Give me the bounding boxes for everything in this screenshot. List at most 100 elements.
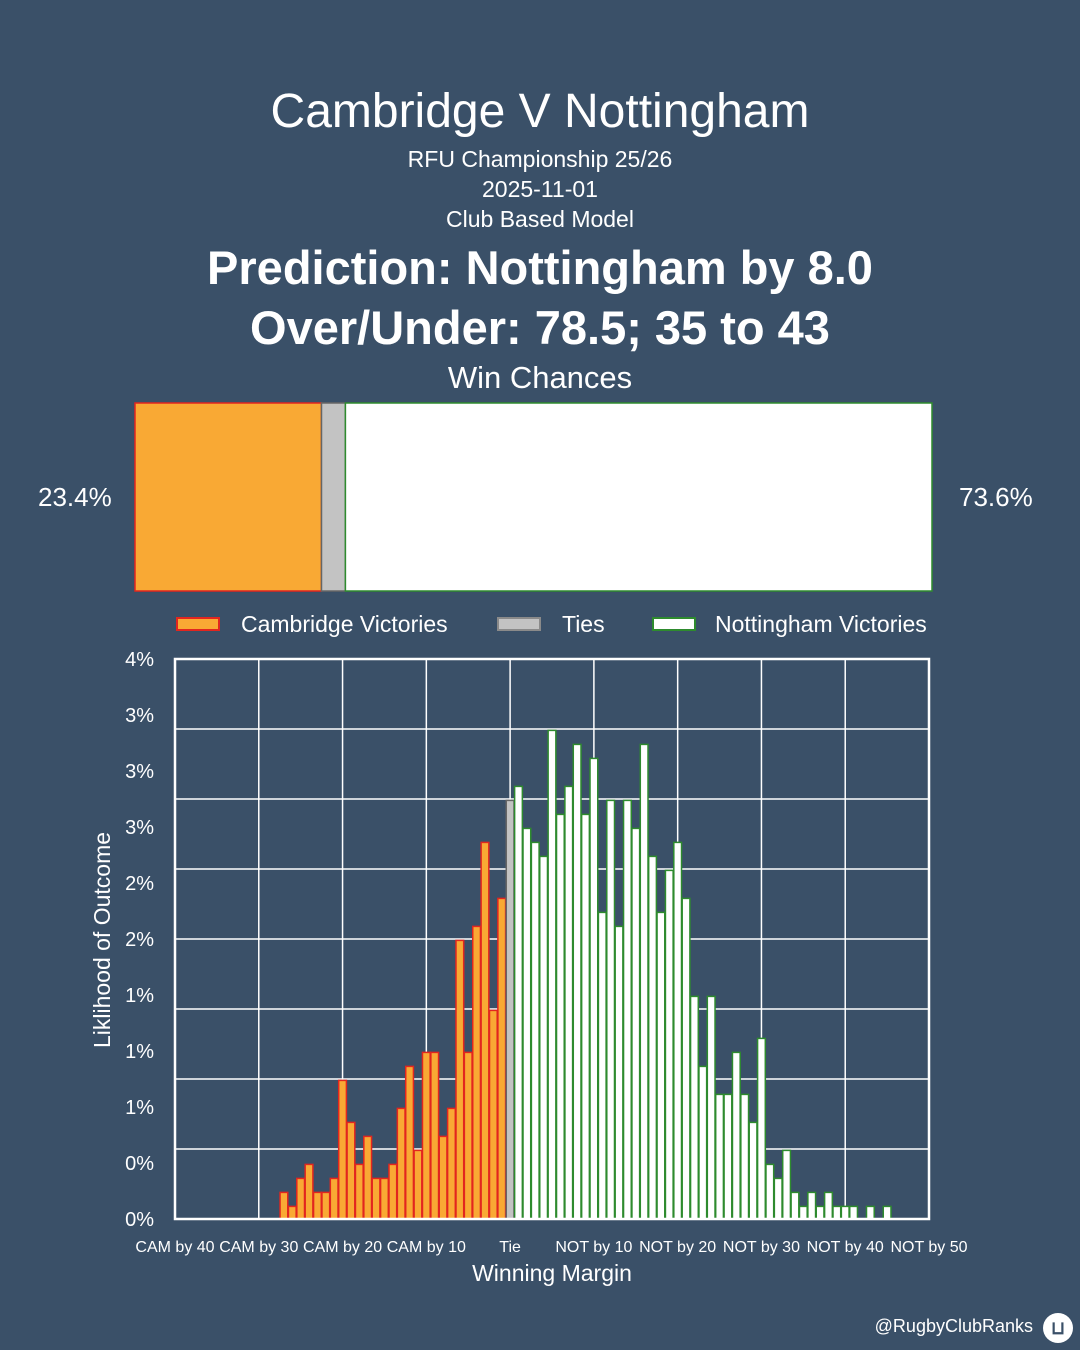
y-tick-label: 1% — [125, 1097, 154, 1119]
x-tick-label: NOT by 40 — [807, 1239, 884, 1256]
histogram-bar — [664, 869, 674, 1220]
histogram-plot-area: 0% 0% 1% 1% 1% 2% 2% 3% 3% 3% 4% CAM by 40 CAM by 3… — [125, 649, 968, 1256]
y-tick-label: 3% — [125, 705, 154, 727]
away-win-percentage: 73.6% — [959, 482, 1033, 512]
histogram-bar — [312, 1191, 323, 1220]
y-axis-ticks: 0% 0% 1% 1% 1% 2% 2% 3% 3% 3% 4% — [125, 649, 154, 1231]
histogram-bar — [404, 1065, 415, 1220]
histogram-bar — [304, 1163, 314, 1220]
brand-logo-icon: ⊔ — [1043, 1313, 1073, 1343]
histogram-bar — [681, 897, 691, 1220]
histogram-bar — [430, 1051, 440, 1220]
histogram-bar — [287, 1205, 297, 1220]
histogram-bar — [488, 1009, 498, 1220]
y-tick-label: 1% — [125, 985, 154, 1007]
match-date: 2025-11-01 — [482, 176, 598, 202]
x-axis-label: Winning Margin — [472, 1260, 632, 1286]
histogram-bar — [832, 1205, 842, 1220]
footer-handle: @RugbyClubRanks — [874, 1316, 1033, 1336]
legend-label-away: Nottingham Victories — [715, 611, 927, 637]
over-under-heading: Over/Under: 78.5; 35 to 43 — [250, 301, 830, 354]
legend-swatch-tie — [497, 617, 541, 631]
histogram-bar — [354, 1163, 364, 1220]
x-tick-label: NOT by 30 — [723, 1239, 800, 1256]
histogram-bar — [455, 939, 465, 1220]
histogram-bar — [480, 841, 490, 1220]
histogram-bar — [438, 1135, 448, 1220]
histogram-bar — [413, 1149, 423, 1220]
histogram-bar — [463, 1051, 473, 1220]
histogram-bar — [363, 1135, 373, 1220]
x-tick-label: NOT by 50 — [890, 1239, 967, 1256]
histogram-bar — [606, 799, 616, 1220]
x-tick-label: Tie — [499, 1239, 521, 1256]
histogram-bar — [446, 1107, 457, 1220]
histogram-bar — [781, 1149, 792, 1220]
y-tick-label: 1% — [125, 1041, 154, 1063]
histogram-bar — [798, 1205, 808, 1220]
histogram-bar — [379, 1177, 390, 1220]
histogram-bar — [840, 1205, 850, 1220]
histogram-bar — [714, 1093, 725, 1220]
histogram-bar — [631, 827, 641, 1220]
competition-label: RFU Championship 25/26 — [407, 146, 673, 172]
histogram-bar — [823, 1191, 834, 1220]
win-bar-home-segment — [134, 402, 323, 592]
legend-label-home: Cambridge Victories — [241, 611, 448, 637]
histogram-bar — [396, 1107, 406, 1220]
y-tick-label: 2% — [125, 873, 154, 895]
histogram-bar — [673, 841, 683, 1220]
histogram-bar — [706, 995, 716, 1220]
histogram-bar — [530, 841, 540, 1220]
histogram-bar — [589, 757, 599, 1220]
histogram-bar — [497, 897, 507, 1220]
histogram-bar — [513, 785, 524, 1220]
histogram-bar — [647, 855, 658, 1220]
model-label: Club Based Model — [446, 206, 634, 232]
x-tick-label: CAM by 30 — [219, 1239, 298, 1256]
histogram-bar — [748, 1121, 758, 1220]
x-axis-ticks: CAM by 40 CAM by 30 CAM by 20 CAM by 10 Tie N… — [135, 1239, 967, 1256]
histogram-bar — [865, 1205, 875, 1220]
x-tick-label: CAM by 10 — [387, 1239, 466, 1256]
x-tick-label: NOT by 20 — [639, 1239, 716, 1256]
win-chances-title: Win Chances — [447, 360, 633, 395]
histogram-bar — [731, 1051, 741, 1220]
y-tick-label: 2% — [125, 929, 154, 951]
histogram-bar — [723, 1093, 733, 1220]
legend-label-tie: Ties — [562, 611, 605, 637]
histogram-bar — [773, 1177, 783, 1220]
histogram-bar — [564, 785, 574, 1220]
win-bar-tie-segment — [320, 402, 347, 592]
histogram-bar — [505, 799, 515, 1220]
histogram-bar — [522, 827, 532, 1220]
y-tick-label: 4% — [125, 649, 154, 671]
y-tick-label: 0% — [125, 1153, 154, 1175]
histogram-bar — [698, 1065, 708, 1220]
legend-swatch-away — [652, 617, 696, 631]
histogram-bar — [622, 799, 633, 1220]
chart-title: Cambridge V Nottingham — [270, 85, 810, 138]
histogram-bar — [539, 855, 549, 1220]
legend-swatch-home — [176, 617, 220, 631]
histogram-bar — [765, 1163, 775, 1220]
histogram-bars — [279, 729, 892, 1220]
plot-frame — [173, 657, 931, 1221]
histogram-bar — [756, 1037, 767, 1220]
x-tick-label: CAM by 40 — [135, 1239, 214, 1256]
histogram-bar — [790, 1191, 800, 1220]
win-bar-away-segment — [344, 402, 933, 592]
histogram-bar — [329, 1177, 339, 1220]
histogram-bar — [614, 925, 624, 1220]
histogram-bar — [321, 1191, 331, 1220]
histogram-bar — [346, 1121, 356, 1220]
x-tick-label: NOT by 10 — [555, 1239, 632, 1256]
histogram-bar — [848, 1205, 859, 1220]
histogram-bar — [421, 1051, 431, 1220]
histogram-bar — [656, 911, 666, 1220]
histogram-bar — [388, 1163, 398, 1220]
histogram-bar — [296, 1177, 306, 1220]
y-tick-label: 3% — [125, 761, 154, 783]
home-win-percentage: 23.4% — [38, 482, 112, 512]
